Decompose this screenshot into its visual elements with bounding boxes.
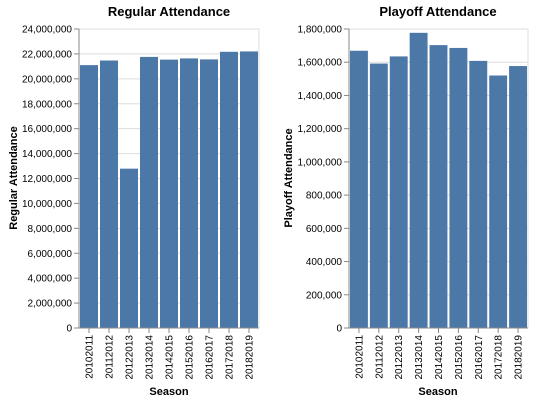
bar [120, 168, 138, 328]
bar [220, 51, 238, 329]
y-tick-label: 200,000 [306, 290, 343, 301]
x-tick-label: 20152016 [454, 335, 465, 380]
bars [349, 32, 528, 329]
y-tick-label: 1,200,000 [298, 124, 343, 135]
x-tick-label: 20152016 [185, 335, 196, 380]
x-tick-label: 20182019 [245, 335, 256, 380]
bar [100, 60, 118, 328]
bar [449, 47, 468, 328]
y-tick-label: 1,000,000 [298, 157, 343, 168]
bar [509, 66, 528, 328]
y-tick-label: 6,000,000 [28, 249, 73, 260]
y-tick-label: 2,000,000 [28, 299, 73, 310]
y-tick-label: 400,000 [306, 257, 343, 268]
y-tick-label: 800,000 [306, 191, 343, 202]
x-tick-label: 20142015 [165, 335, 176, 380]
y-tick-label: 8,000,000 [28, 224, 73, 235]
bar [429, 45, 448, 328]
x-axis-title: Season [149, 386, 188, 398]
x-tick-label: 20112012 [374, 335, 385, 379]
bar [80, 65, 98, 329]
y-tick-label: 4,000,000 [28, 274, 73, 285]
y-tick-label: 18,000,000 [22, 99, 72, 110]
bar [469, 60, 488, 328]
y-tick-label: 1,600,000 [298, 58, 343, 69]
bar [409, 32, 428, 328]
y-tick-label: 0 [66, 324, 72, 335]
x-tick-label: 20122013 [125, 335, 136, 380]
y-tick-label: 10,000,000 [22, 199, 72, 210]
axes: 0 200,000 400,000 600,000 800,000 1,000,000 1,… [298, 25, 528, 380]
y-tick-label: 1,800,000 [298, 25, 343, 36]
bars [80, 51, 258, 329]
chart-title: Regular Attendance [108, 4, 230, 19]
y-tick-label: 14,000,000 [22, 149, 72, 160]
x-tick-label: 20102011 [354, 335, 365, 379]
y-tick-label: 24,000,000 [22, 25, 72, 36]
axes: 0 2,000,000 4,000,000 6,000,000 8,000,000 10,… [22, 25, 259, 380]
x-tick-label: 20162017 [205, 335, 216, 380]
y-tick-label: 12,000,000 [22, 174, 72, 185]
bar [489, 75, 508, 328]
y-tick-label: 20,000,000 [22, 74, 72, 85]
bar [180, 58, 198, 328]
x-tick-label: 20132014 [414, 335, 425, 380]
x-tick-label: 20122013 [394, 335, 405, 380]
bar [389, 56, 408, 329]
y-tick-label: 600,000 [306, 224, 343, 235]
bar [200, 59, 218, 328]
bar [349, 50, 368, 328]
x-tick-label: 20142015 [434, 335, 445, 380]
x-tick-label: 20162017 [474, 335, 485, 380]
y-tick-label: 22,000,000 [22, 49, 72, 60]
bar [240, 51, 258, 329]
x-tick-label: 20132014 [145, 335, 156, 380]
regular-attendance-chart: Regular Attendance Regular Attendance Se… [8, 4, 260, 398]
bar [369, 63, 388, 328]
x-tick-label: 20172018 [494, 335, 505, 380]
x-tick-label: 20172018 [225, 335, 236, 380]
x-tick-label: 20102011 [85, 335, 96, 379]
x-tick-label: 20182019 [514, 335, 525, 380]
y-axis-title: Playoff Attendance [283, 128, 295, 227]
chart-title: Playoff Attendance [379, 4, 496, 19]
y-axis-title: Regular Attendance [8, 126, 20, 230]
bar [160, 59, 178, 329]
x-tick-label: 20112012 [105, 335, 116, 379]
bar [140, 56, 158, 328]
y-tick-label: 16,000,000 [22, 124, 72, 135]
x-axis-title: Season [418, 386, 457, 398]
y-tick-label: 1,400,000 [298, 91, 343, 102]
y-tick-label: 0 [336, 324, 342, 335]
playoff-attendance-chart: Playoff Attendance Playoff Attendance Se… [283, 4, 529, 398]
